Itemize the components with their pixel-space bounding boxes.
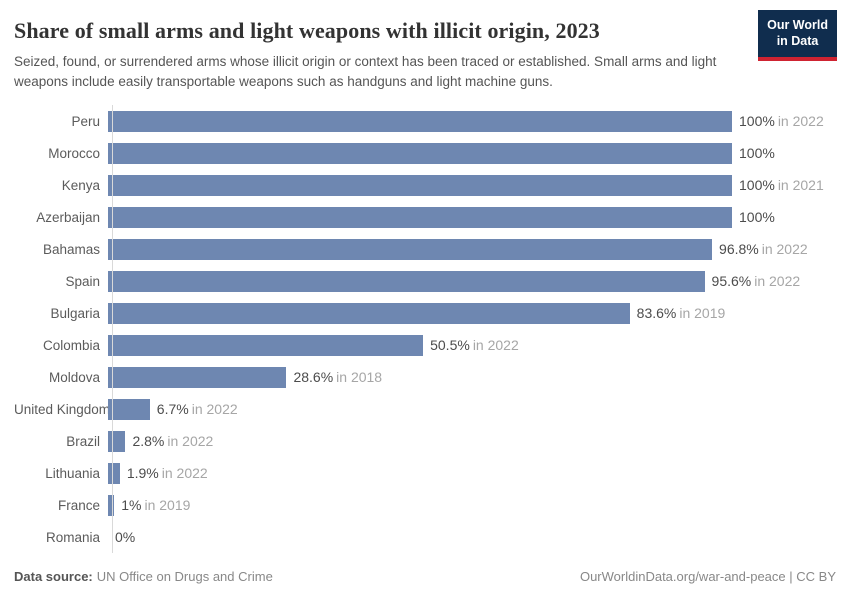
bar-track: 28.6% in 2018	[106, 366, 836, 388]
bar[interactable]	[108, 174, 732, 196]
year-note: in 2019	[679, 305, 726, 322]
country-label[interactable]: Moldova	[48, 369, 100, 385]
bar-row: Peru 100% in 2022	[14, 105, 836, 137]
bar-row: Morocco 100%	[14, 137, 836, 169]
bar[interactable]	[108, 110, 732, 132]
bar-track: 1.9% in 2022	[106, 462, 836, 484]
data-source-label: Data source:	[14, 569, 93, 584]
value-label: 1%	[121, 497, 142, 514]
bar[interactable]	[108, 206, 732, 228]
bar-track: 95.6% in 2022	[106, 270, 836, 292]
year-note: in 2018	[336, 369, 383, 386]
chart-rows: Peru 100% in 2022 Morocco 100% Kenya 100% in 20…	[14, 105, 836, 554]
value-label: 83.6%	[636, 305, 677, 322]
bar-track: 0%	[106, 527, 836, 548]
bar-track: 100% in 2021	[106, 174, 836, 196]
bar[interactable]	[108, 238, 713, 260]
bar[interactable]	[108, 302, 630, 324]
credit-link[interactable]: OurWorldinData.org/war-and-peace	[579, 569, 786, 584]
bar[interactable]	[108, 462, 120, 484]
value-label: 100%	[739, 209, 775, 226]
country-label[interactable]: Romania	[45, 529, 100, 545]
y-axis-line	[112, 105, 113, 554]
value-label: 100%	[739, 145, 775, 162]
bar-track: 50.5% in 2022	[106, 334, 836, 356]
bar[interactable]	[108, 270, 705, 292]
page-title: Share of small arms and light weapons wi…	[14, 18, 600, 43]
country-label[interactable]: Azerbaijan	[36, 209, 100, 225]
value-label: 95.6%	[711, 273, 752, 290]
credit-line: OurWorldinData.org/war-and-peace | CC BY	[580, 569, 836, 584]
bar[interactable]	[108, 430, 126, 452]
bar[interactable]	[108, 366, 287, 388]
bar-row: Brazil 2.8% in 2022	[14, 425, 836, 457]
value-label: 1.9%	[126, 465, 159, 482]
country-label[interactable]: Brazil	[66, 433, 100, 449]
value-label: 100%	[739, 177, 775, 194]
year-note: in 2022	[472, 337, 519, 354]
country-label[interactable]: Bahamas	[42, 241, 100, 257]
bar-chart: Peru 100% in 2022 Morocco 100% Kenya 100% in 20…	[0, 105, 850, 554]
owid-logo-line2: in Data	[776, 34, 819, 49]
bar[interactable]	[108, 334, 424, 356]
value-label: 0%	[115, 529, 136, 546]
bar-row: Azerbaijan 100%	[14, 201, 836, 233]
bar[interactable]	[108, 398, 150, 420]
value-label: 96.8%	[719, 241, 759, 258]
bar-track: 100%	[106, 142, 836, 164]
country-label[interactable]: Morocco	[48, 145, 100, 161]
country-label[interactable]: Kenya	[61, 177, 100, 193]
year-note: in 2022	[777, 113, 824, 130]
bar-track: 1% in 2019	[106, 494, 836, 516]
license-label: CC BY	[796, 569, 836, 584]
bar[interactable]	[108, 142, 732, 164]
chart-footer: Data source: UN Office on Drugs and Crime…	[14, 569, 836, 584]
credit-separator: |	[785, 569, 797, 584]
bar-row: France 1% in 2019	[14, 489, 836, 521]
year-note: in 2019	[144, 497, 191, 514]
value-label: 50.5%	[430, 337, 470, 354]
chart-header: Share of small arms and light weapons wi…	[0, 0, 850, 91]
year-note: in 2021	[777, 177, 824, 194]
chart-subtitle: Seized, found, or surrendered arms whose…	[14, 54, 717, 89]
bar-track: 96.8% in 2022	[106, 238, 836, 260]
bar-row: Bahamas 96.8% in 2022	[14, 233, 836, 265]
year-note: in 2022	[167, 433, 214, 450]
country-label[interactable]: Colombia	[42, 337, 100, 353]
country-label[interactable]: Lithuania	[45, 465, 100, 481]
value-label: 2.8%	[132, 433, 165, 450]
bar-row: Romania 0%	[14, 521, 836, 553]
bar-track: 100% in 2022	[106, 110, 836, 132]
value-label: 28.6%	[293, 369, 334, 386]
data-source-value: UN Office on Drugs and Crime	[96, 569, 273, 584]
year-note: in 2022	[754, 273, 801, 290]
year-note: in 2022	[191, 401, 238, 418]
bar-row: Spain 95.6% in 2022	[14, 265, 836, 297]
value-label: 100%	[739, 113, 775, 130]
value-label: 6.7%	[156, 401, 189, 418]
owid-logo-line1: Our World	[767, 18, 828, 32]
bar-track: 6.7% in 2022	[106, 398, 836, 420]
data-source: Data source: UN Office on Drugs and Crime	[14, 569, 273, 584]
bar[interactable]	[108, 494, 115, 516]
bar-row: Moldova 28.6% in 2018	[14, 361, 836, 393]
bar-row: Lithuania 1.9% in 2022	[14, 457, 836, 489]
country-label[interactable]: United Kingdom	[14, 401, 111, 417]
bar-row: Kenya 100% in 2021	[14, 169, 836, 201]
country-label[interactable]: Spain	[65, 273, 100, 289]
bar-row: Bulgaria 83.6% in 2019	[14, 297, 836, 329]
bar-track: 2.8% in 2022	[106, 430, 836, 452]
bar-track: 100%	[106, 206, 836, 228]
country-label[interactable]: Bulgaria	[50, 305, 100, 321]
bar-row: Colombia 50.5% in 2022	[14, 329, 836, 361]
year-note: in 2022	[161, 465, 208, 482]
bar-track: 83.6% in 2019	[106, 302, 836, 324]
owid-logo[interactable]: Our World in Data	[758, 10, 837, 61]
bar-row: United Kingdom 6.7% in 2022	[14, 393, 836, 425]
year-note: in 2022	[761, 241, 808, 258]
country-label[interactable]: France	[57, 497, 100, 513]
country-label[interactable]: Peru	[71, 113, 100, 129]
